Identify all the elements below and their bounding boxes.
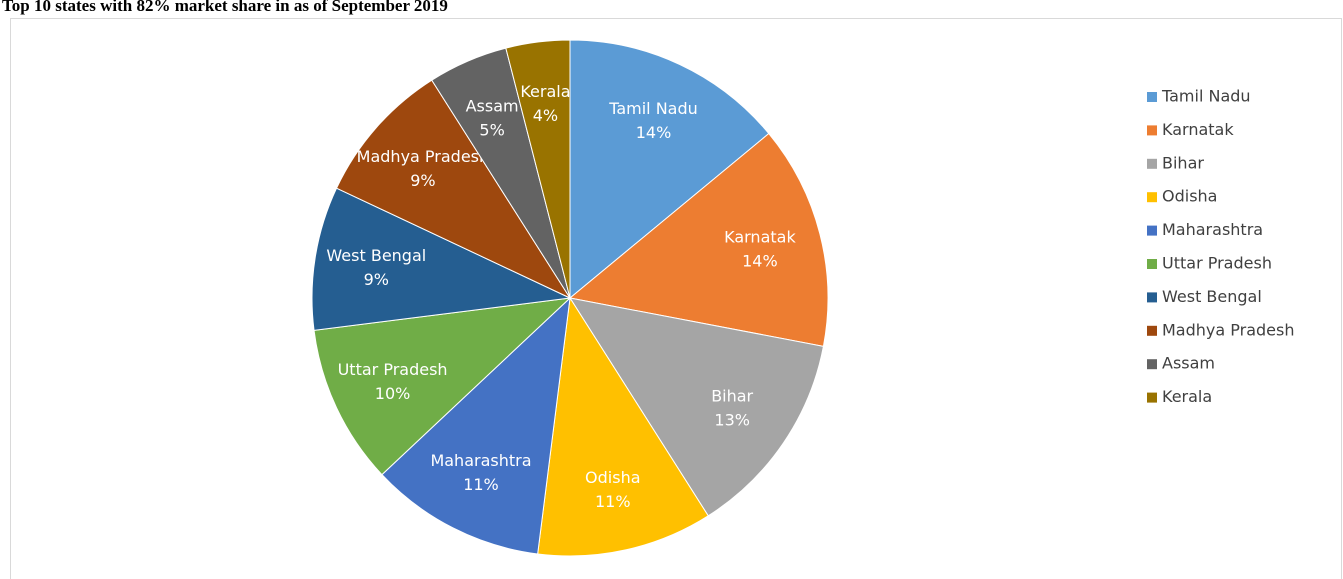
pie-slice (505, 39, 571, 299)
legend-label: Uttar Pradesh (1162, 254, 1272, 273)
slice-label-name: Bihar (711, 387, 753, 406)
legend-swatch (1147, 359, 1157, 370)
legend-swatch (1147, 125, 1157, 136)
slice-label-value: 5% (479, 121, 504, 140)
legend-swatch (1147, 259, 1157, 269)
legend-label: Kerala (1162, 387, 1212, 406)
legend-label: Bihar (1162, 153, 1204, 172)
pie-slice (313, 297, 572, 476)
legend-swatch (1147, 192, 1157, 203)
legend-label: Karnatak (1162, 120, 1234, 139)
slice-label-name: West Bengal (326, 246, 426, 265)
pie-slice (569, 39, 770, 300)
legend-swatch (1147, 225, 1157, 236)
slice-label-value: 11% (595, 492, 631, 511)
slice-label-name: Madhya Pradesh (357, 147, 490, 166)
slice-label-value: 14% (636, 123, 672, 142)
slice-label-value: 9% (364, 270, 389, 289)
legend-label: Tamil Nadu (1161, 87, 1251, 106)
slice-label-name: Uttar Pradesh (338, 360, 448, 379)
pie-slice (568, 132, 829, 347)
slice-label-name: Karnatak (724, 228, 796, 247)
slice-label-name: Odisha (585, 468, 640, 487)
chart-title: Top 10 states with 82% market share in a… (2, 0, 448, 15)
pie-slice (311, 187, 572, 331)
slice-label-value: 10% (375, 384, 411, 403)
slice-label-name: Assam (466, 97, 519, 116)
slice-label-value: 4% (533, 106, 558, 125)
slice-label-name: Maharashtra (430, 451, 531, 470)
legend-swatch (1147, 325, 1157, 336)
legend-swatch (1147, 92, 1157, 102)
legend-swatch (1147, 292, 1157, 303)
pie-slice (335, 79, 572, 300)
slice-label-value: 9% (410, 171, 435, 190)
pie-slice (537, 296, 709, 557)
pie-slice (381, 296, 571, 555)
legend-swatch (1147, 158, 1157, 169)
legend-swatch (1147, 392, 1157, 403)
legend-label: West Bengal (1162, 287, 1262, 306)
slice-label-name: Kerala (520, 82, 570, 101)
legend-label: Odisha (1162, 187, 1217, 206)
slice-label-name: Tamil Nadu (608, 99, 698, 118)
pie-slice (568, 297, 825, 517)
legend-label: Maharashtra (1162, 220, 1263, 239)
legend-label: Assam (1162, 354, 1215, 373)
legend-label: Madhya Pradesh (1162, 320, 1295, 339)
slice-label-value: 11% (463, 475, 499, 494)
slice-label-value: 14% (742, 252, 778, 271)
slice-label-value: 13% (714, 411, 750, 430)
